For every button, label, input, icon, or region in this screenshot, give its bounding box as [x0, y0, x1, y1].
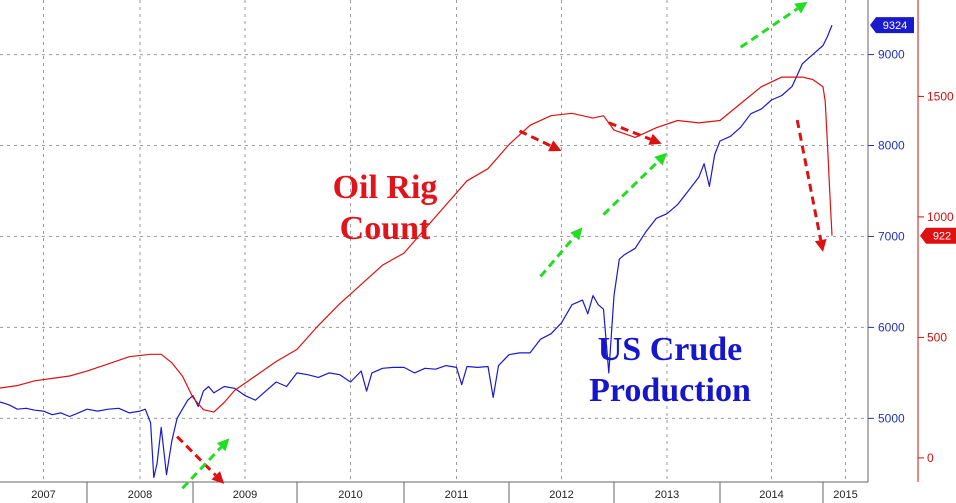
green-up-arrow	[602, 152, 667, 216]
red-tick-label: 1500	[927, 89, 954, 103]
arrow-shaft	[518, 129, 552, 148]
arrow-shaft	[739, 7, 799, 49]
badge-shape	[870, 17, 914, 34]
x-tick-label: 2007	[31, 489, 55, 501]
arrow-head	[570, 227, 583, 241]
blue-tick-label: 6000	[878, 320, 905, 334]
arrow-head	[648, 133, 662, 145]
x-tick-label: 2014	[759, 489, 783, 501]
right-axes: 5000 6000 7000 8000 9000 0 500 1000 1500	[867, 0, 954, 482]
arrow-head	[794, 1, 808, 14]
gridlines	[0, 0, 868, 482]
badge-value: 9324	[883, 20, 907, 32]
arrow-shaft	[176, 435, 217, 477]
arrow-shaft	[539, 235, 576, 278]
arrow-shaft	[795, 119, 823, 241]
series-annotations: Oil Rig Count US Crude Production	[333, 169, 751, 409]
green-up-arrow	[181, 438, 230, 490]
rig-count-last-value-badge: 922	[920, 227, 956, 244]
red-tick-label: 1000	[927, 210, 954, 224]
x-tick-label: 2008	[128, 489, 152, 501]
green-up-arrow	[539, 227, 583, 278]
arrow-head	[548, 140, 562, 152]
x-tick-label: 2015	[833, 489, 857, 501]
blue-tick-label: 9000	[878, 48, 905, 62]
red-down-arrow	[176, 435, 225, 484]
red-down-arrow	[608, 121, 662, 145]
blue-tick-label: 8000	[878, 139, 905, 153]
oil-rig-count-annotation: Count	[340, 210, 431, 247]
green-up-arrow	[739, 1, 808, 49]
arrow-shaft	[602, 160, 660, 216]
arrow-shaft	[181, 446, 223, 490]
x-tick-label: 2013	[655, 489, 679, 501]
us-crude-production-annotation: US Crude	[598, 331, 743, 368]
last-value-badges: 9324 922	[870, 17, 956, 244]
trend-arrows	[176, 1, 827, 490]
badge-shape	[920, 227, 956, 244]
arrow-head	[216, 438, 230, 452]
x-tick-label: 2009	[233, 489, 257, 501]
red-down-arrow	[518, 129, 562, 152]
x-tick-label: 2012	[549, 489, 573, 501]
series-lines	[0, 24, 833, 479]
red-tick-label: 500	[927, 330, 947, 344]
blue-tick-label: 5000	[878, 411, 905, 425]
blue-tick-label: 7000	[878, 229, 905, 243]
x-axis: 2007 2008 2009 2010 2011 2012 2013 2014 2015	[0, 481, 868, 503]
red-down-arrow	[795, 119, 827, 252]
arrow-head	[211, 471, 225, 484]
red-tick-label: 0	[927, 451, 934, 465]
oil-rig-count-annotation: Oil Rig	[333, 169, 438, 206]
oil-rig-count-line	[0, 76, 833, 413]
badge-value: 922	[933, 231, 951, 243]
production-last-value-badge: 9324	[870, 17, 914, 34]
x-tick-label: 2010	[338, 489, 362, 501]
us-crude-production-annotation: Production	[589, 372, 751, 409]
arrow-head	[654, 152, 667, 166]
us-crude-production-line	[0, 24, 833, 479]
x-tick-label: 2011	[445, 489, 469, 501]
arrow-shaft	[608, 121, 652, 141]
arrow-head	[814, 238, 827, 252]
